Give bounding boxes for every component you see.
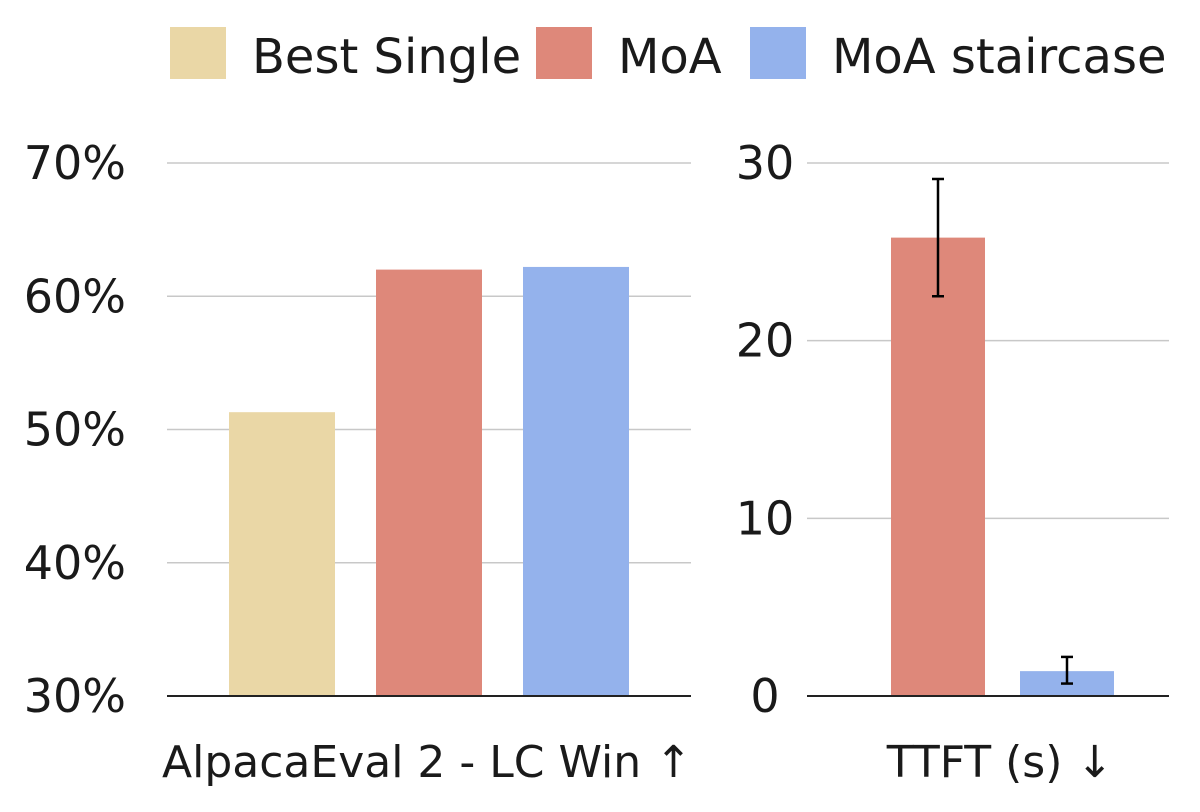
alpaca-ytick-label-40: 40% <box>24 536 126 590</box>
ttft-ytick-label-30: 30 <box>736 136 795 190</box>
legend-swatch-moa <box>536 27 592 79</box>
alpaca-ytick-label-60: 60% <box>24 269 126 323</box>
legend-label-best-single: Best Single <box>252 29 521 85</box>
alpaca-x-axis-label: AlpacaEval 2 - LC Win ↑ <box>162 737 692 788</box>
ttft-ytick-label-10: 10 <box>736 491 795 545</box>
alpaca-bar-moa <box>376 269 482 696</box>
legend-swatch-moa-staircase <box>750 27 806 79</box>
ttft-ytick-label-0: 0 <box>750 669 779 723</box>
ttft-errorbar-moa <box>932 177 944 298</box>
alpaca-bar-moa-staircase <box>523 266 629 696</box>
alpaca-ytick-label-70: 70% <box>24 136 126 190</box>
legend-label-moa-staircase: MoA staircase <box>832 29 1166 85</box>
legend-label-moa: MoA <box>618 29 722 85</box>
alpaca-bar-best-single <box>229 412 335 696</box>
alpaca-ytick-label-30: 30% <box>24 669 126 723</box>
chart-ttft: 0 10 20 30 TTFT (s) ↓ <box>736 136 1169 788</box>
ttft-x-axis-label: TTFT (s) ↓ <box>886 737 1114 788</box>
ttft-bar-moa <box>891 237 985 696</box>
chart-alpacaeval: 30% 40% 50% 60% 70% AlpacaEval 2 - LC Win ↑ <box>24 136 692 788</box>
ttft-ytick-label-20: 20 <box>736 314 795 368</box>
legend: Best Single MoA MoA staircase <box>170 27 1166 85</box>
legend-swatch-best-single <box>170 27 226 79</box>
alpaca-ytick-label-50: 50% <box>24 403 126 457</box>
ttft-errorbar-moa-staircase <box>1061 655 1073 685</box>
